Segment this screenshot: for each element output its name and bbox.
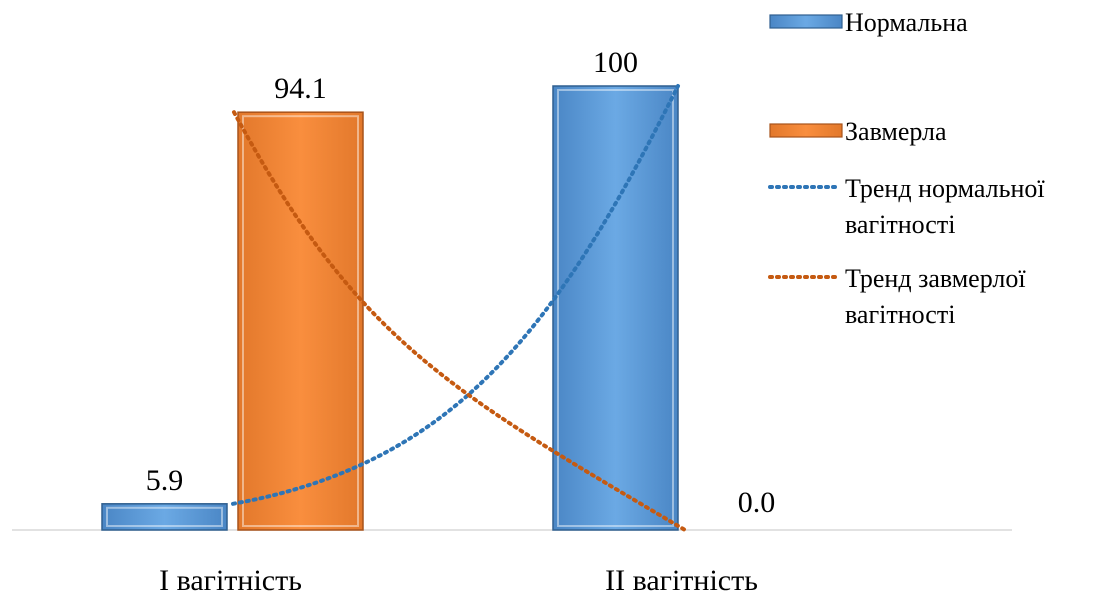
legend: Нормальна Завмерла Тренд нормальної вагітно… xyxy=(768,8,1045,329)
legend-label: Тренд завмерлої вагітності xyxy=(845,264,1026,329)
category-label-1: I вагітність xyxy=(159,564,302,594)
legend-item-trend-normal: Тренд нормальної вагітності xyxy=(768,174,1045,239)
legend-label: Завмерла xyxy=(845,117,947,146)
legend-label: Нормальна xyxy=(845,8,968,37)
category-labels-group: I вагітність II вагітність xyxy=(159,564,758,594)
data-label-frozen-1: 94.1 xyxy=(274,72,327,105)
category-label-2: II вагітність xyxy=(605,564,758,594)
trendlines-group xyxy=(231,84,687,532)
bar-frozen-1 xyxy=(237,111,364,531)
data-label-frozen-2: 0.0 xyxy=(738,486,776,519)
legend-label: Тренд нормальної вагітності xyxy=(845,174,1045,239)
bars-group xyxy=(101,85,679,531)
bar-normal-1 xyxy=(101,503,228,531)
trendline-normal xyxy=(231,84,680,506)
legend-swatch xyxy=(769,14,843,29)
legend-swatch xyxy=(769,123,843,138)
data-label-normal-1: 5.9 xyxy=(146,464,184,497)
legend-item-frozen: Завмерла xyxy=(769,117,947,146)
legend-item-trend-frozen: Тренд завмерлої вагітності xyxy=(768,264,1026,329)
trendline-frozen xyxy=(232,110,687,532)
legend-item-normal: Нормальна xyxy=(769,8,968,37)
data-label-normal-2: 100 xyxy=(593,46,638,79)
bar-normal-2 xyxy=(552,85,679,531)
data-labels-group: 5.9 94.1 100 0.0 xyxy=(146,46,776,519)
